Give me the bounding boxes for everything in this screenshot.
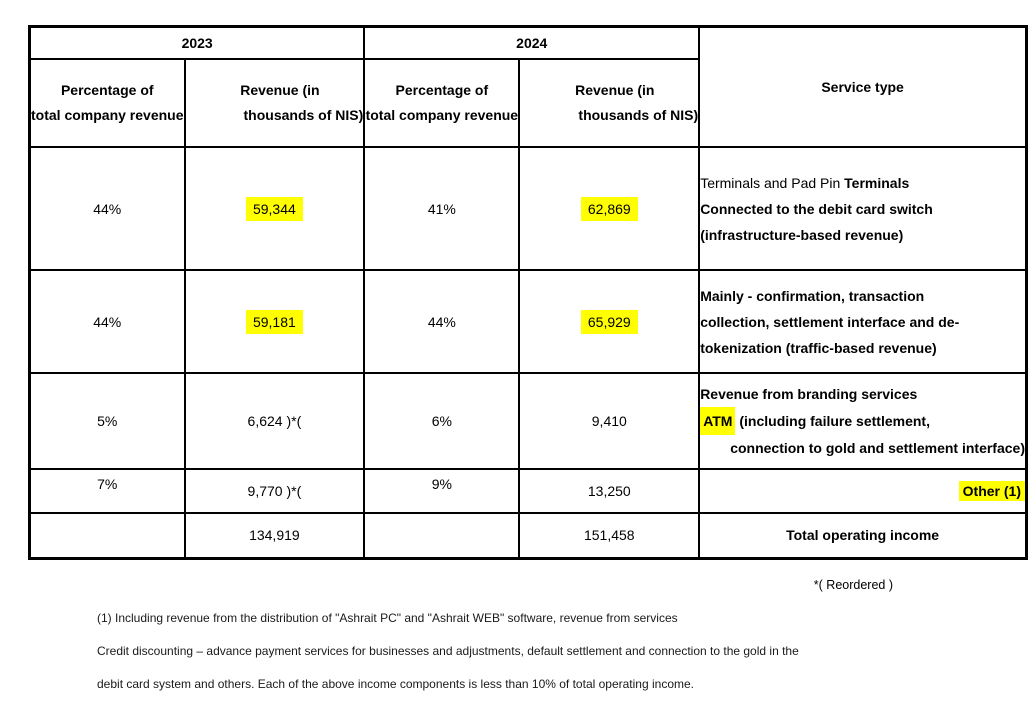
pct-2023-terminals: 44% xyxy=(28,146,186,271)
service-text: (including failure settlement, xyxy=(735,413,930,429)
pct-2024-terminals: 41% xyxy=(363,146,521,271)
pct-header-2023: Percentage of total company revenue xyxy=(28,58,186,148)
footnote-line-2: Credit discounting – advance payment ser… xyxy=(97,644,799,658)
pct-2023-total-empty xyxy=(28,512,186,559)
service-line: Revenue from branding services xyxy=(700,386,918,402)
service-terminals: Terminals and Pad Pin Terminals Connecte… xyxy=(698,146,1028,271)
service-line: Mainly - confirmation, transaction xyxy=(700,287,925,304)
column-header-row: Percentage of total company revenue Reve… xyxy=(28,58,1027,148)
pct-2024-total-empty xyxy=(363,512,521,559)
service-line: Connected to the debit card switch xyxy=(700,200,933,217)
pct-2023-traffic: 44% xyxy=(28,269,186,374)
pct-header-2024: Percentage of total company revenue xyxy=(363,58,521,148)
revenue-2024-other: 13,250 xyxy=(518,468,701,514)
revenue-header-2023: Revenue (in thousands of NIS) xyxy=(183,58,366,148)
service-other: Other (1) xyxy=(698,468,1028,514)
highlighted-value: 59,344 xyxy=(245,196,303,221)
pct-2024-other: 9% xyxy=(363,468,521,514)
year-header-2023: 2023 xyxy=(28,25,366,60)
year-header-2024: 2024 xyxy=(363,25,701,60)
reordered-note: *( Reordered ) xyxy=(813,578,893,592)
table-row-traffic: 44% 59,181 44% 65,929 Mainly - confirmat… xyxy=(28,269,1028,374)
operating-income-table: 2023 2024 Service type Percentage of tot… xyxy=(28,25,1028,560)
highlighted-value: 62,869 xyxy=(580,196,638,221)
revenue-header-line2: thousands of NIS) xyxy=(243,107,364,123)
revenue-2024-branding: 9,410 xyxy=(518,372,701,470)
service-line: ATM (including failure settlement, xyxy=(700,407,1025,435)
service-text-bold: Terminals xyxy=(844,174,910,191)
service-traffic: Mainly - confirmation, transaction colle… xyxy=(698,269,1028,374)
footnote-line-3: debit card system and others. Each of th… xyxy=(97,677,695,691)
revenue-2024-total: 151,458 xyxy=(518,512,701,559)
highlighted-term-other: Other (1) xyxy=(958,481,1025,501)
revenue-header-2024: Revenue (in thousands of NIS) xyxy=(518,58,701,148)
year-header-row: 2023 2024 Service type xyxy=(28,25,1028,148)
footnote-line-1: (1) Including revenue from the distribut… xyxy=(97,611,678,625)
service-line: collection, settlement interface and de- xyxy=(700,313,960,330)
service-text: Terminals and Pad Pin xyxy=(700,174,845,191)
revenue-2023-traffic: 59,181 xyxy=(183,269,366,374)
pct-2024-branding: 6% xyxy=(363,372,521,470)
service-branding: Revenue from branding services ATM (incl… xyxy=(698,372,1028,470)
revenue-header-line1: Revenue (in xyxy=(575,82,655,98)
service-line: connection to gold and settlement interf… xyxy=(730,440,1025,456)
service-line: Terminals and Pad Pin Terminals xyxy=(700,170,1025,196)
highlighted-value: 65,929 xyxy=(580,309,638,334)
revenue-2023-terminals: 59,344 xyxy=(183,146,366,271)
revenue-header-line1: Revenue (in xyxy=(240,82,320,98)
revenue-2024-traffic: 65,929 xyxy=(518,269,701,374)
table-row-other: 7% 9,770 )*( 9% 13,250 Other (1) xyxy=(28,468,1028,514)
table-row-total: 134,919 151,458 Total operating income xyxy=(28,512,1028,559)
service-line: (infrastructure-based revenue) xyxy=(700,226,904,243)
pct-header-line1: Percentage of xyxy=(60,82,154,98)
service-type-header: Service type xyxy=(698,25,1028,148)
pct-header-line2: total company revenue xyxy=(31,107,184,123)
pct-2023-branding: 5% xyxy=(28,372,186,470)
table-row-terminals: 44% 59,344 41% 62,869 Terminals and Pad … xyxy=(28,146,1028,271)
pct-header-line1: Percentage of xyxy=(395,82,489,98)
total-operating-income-label: Total operating income xyxy=(698,512,1028,559)
revenue-2023-total: 134,919 xyxy=(183,512,366,559)
pct-2024-traffic: 44% xyxy=(363,269,521,374)
revenue-2024-terminals: 62,869 xyxy=(518,146,701,271)
service-line: tokenization (traffic-based revenue) xyxy=(700,339,937,356)
pct-2023-other: 7% xyxy=(28,468,186,514)
revenue-2023-other: 9,770 )*( xyxy=(183,468,366,514)
revenue-header-line2: thousands of NIS) xyxy=(578,107,699,123)
pct-header-line2: total company revenue xyxy=(365,107,519,123)
highlighted-term-atm: ATM xyxy=(700,407,736,435)
revenue-2023-branding: 6,624 )*( xyxy=(183,372,366,470)
highlighted-value: 59,181 xyxy=(245,309,303,334)
table-row-branding: 5% 6,624 )*( 6% 9,410 Revenue from brand… xyxy=(28,372,1028,470)
